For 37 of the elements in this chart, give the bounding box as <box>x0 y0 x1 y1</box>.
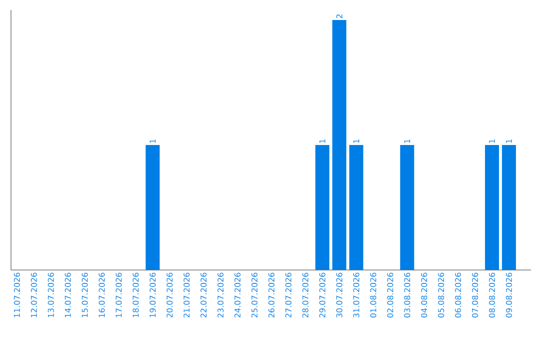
x-tick-label: 04.08.2026 <box>421 272 428 318</box>
x-tick-label: 30.07.2026 <box>336 272 342 318</box>
x-tick-label: 06.08.2026 <box>455 272 462 318</box>
x-tick-label: 11.07.2026 <box>14 272 20 318</box>
x-tick-label: 14.07.2026 <box>64 272 71 318</box>
x-tick-label: 09.08.2026 <box>506 272 512 318</box>
data-label: 1 <box>150 139 156 143</box>
data-label: 1 <box>353 139 360 143</box>
x-tick-label: 03.08.2026 <box>404 272 410 318</box>
x-tick-label: 23.07.2026 <box>218 272 224 318</box>
x-tick-label: 01.08.2026 <box>370 272 376 318</box>
x-tick-label: 17.07.2026 <box>116 272 122 318</box>
x-tick-label: 28.07.2026 <box>302 272 308 318</box>
x-tick-label: 22.07.2026 <box>200 272 207 318</box>
x-tick-label: 21.07.2026 <box>184 272 190 318</box>
x-tick-label: 25.07.2026 <box>251 272 258 318</box>
x-tick-label: 15.07.2026 <box>82 272 88 318</box>
x-tick-label: 07.08.2026 <box>472 272 478 318</box>
data-label: 1 <box>319 139 326 143</box>
x-tick-label: 19.07.2026 <box>150 272 156 318</box>
data-label: 1 <box>489 139 495 143</box>
x-tick-label: 24.07.2026 <box>234 272 241 318</box>
x-tick-label: 02.08.2026 <box>387 272 394 318</box>
x-tick-label: 16.07.2026 <box>98 272 105 318</box>
x-tick-label: 26.07.2026 <box>268 272 274 318</box>
data-label: 1 <box>404 139 410 143</box>
x-tick-label: 12.07.2026 <box>30 272 37 318</box>
x-tick-label: 20.07.2026 <box>166 272 173 318</box>
data-label: 1 <box>506 139 512 143</box>
x-tick-label: 08.08.2026 <box>488 272 496 318</box>
x-tick-label: 18.07.2026 <box>132 272 139 318</box>
x-tick-label: 05.08.2026 <box>438 272 444 318</box>
data-label: 2 <box>336 14 342 18</box>
x-tick-label: 27.07.2026 <box>285 272 292 318</box>
x-tick-label: 31.07.2026 <box>353 272 360 318</box>
x-tick-label: 13.07.2026 <box>48 272 54 318</box>
x-tick-label: 29.07.2026 <box>319 272 326 318</box>
